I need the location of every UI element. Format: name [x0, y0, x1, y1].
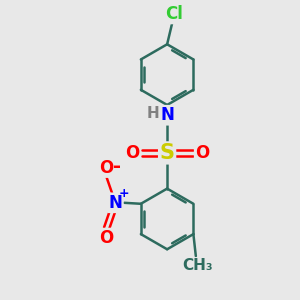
- Text: Cl: Cl: [166, 5, 183, 23]
- Text: -: -: [113, 157, 122, 176]
- Text: CH₃: CH₃: [182, 258, 213, 273]
- Text: O: O: [100, 159, 114, 177]
- Text: S: S: [160, 143, 175, 163]
- Text: N: N: [109, 194, 122, 212]
- Text: H: H: [147, 106, 160, 121]
- Text: N: N: [160, 106, 174, 124]
- Text: O: O: [195, 144, 209, 162]
- Text: O: O: [100, 229, 114, 247]
- Text: +: +: [119, 187, 130, 200]
- Text: O: O: [125, 144, 139, 162]
